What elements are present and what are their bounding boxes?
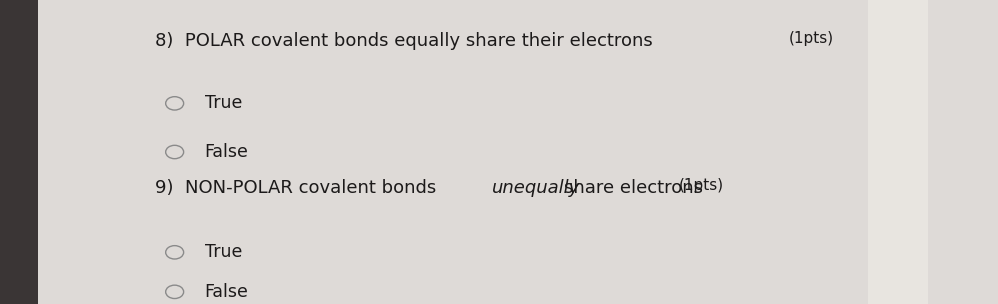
Text: True: True <box>205 243 242 261</box>
Text: unequally: unequally <box>492 179 580 198</box>
Text: True: True <box>205 94 242 112</box>
Text: (1pts): (1pts) <box>679 178 724 193</box>
Text: 8)  POLAR covalent bonds equally share their electrons: 8) POLAR covalent bonds equally share th… <box>155 32 653 50</box>
Text: share electrons: share electrons <box>564 179 703 198</box>
Text: False: False <box>205 143 249 161</box>
Text: False: False <box>205 283 249 301</box>
FancyBboxPatch shape <box>38 0 998 304</box>
FancyBboxPatch shape <box>0 0 55 304</box>
FancyBboxPatch shape <box>868 0 928 304</box>
Text: 9)  NON-POLAR covalent bonds: 9) NON-POLAR covalent bonds <box>155 179 442 198</box>
Text: (1pts): (1pts) <box>788 30 833 46</box>
